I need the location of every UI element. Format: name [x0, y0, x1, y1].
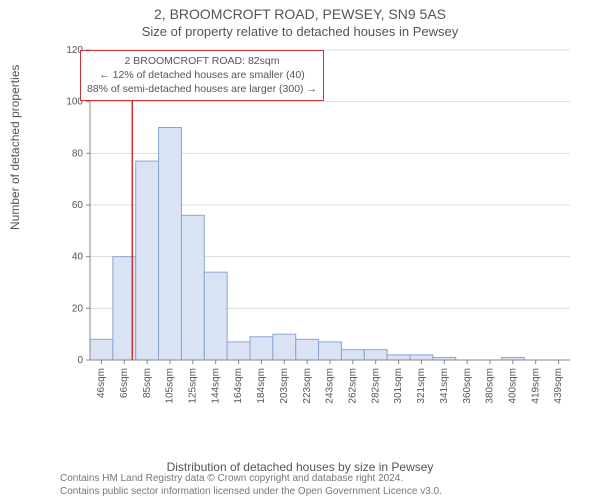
- svg-text:341sqm: 341sqm: [439, 368, 450, 404]
- svg-text:144sqm: 144sqm: [210, 368, 221, 404]
- svg-text:439sqm: 439sqm: [553, 368, 564, 404]
- y-axis-label: Number of detached properties: [8, 65, 22, 230]
- chart-container: 2, BROOMCROFT ROAD, PEWSEY, SN9 5AS Size…: [0, 0, 600, 500]
- annotation-line3: 88% of semi-detached houses are larger (…: [87, 82, 317, 96]
- svg-text:184sqm: 184sqm: [256, 368, 267, 404]
- annotation-line1: 2 BROOMCROFT ROAD: 82sqm: [87, 54, 317, 68]
- svg-text:20: 20: [72, 303, 84, 314]
- svg-text:203sqm: 203sqm: [279, 368, 290, 404]
- svg-text:380sqm: 380sqm: [485, 368, 496, 404]
- page-title: 2, BROOMCROFT ROAD, PEWSEY, SN9 5AS: [0, 0, 600, 22]
- footer: Contains HM Land Registry data © Crown c…: [60, 472, 442, 498]
- svg-text:262sqm: 262sqm: [347, 368, 358, 404]
- svg-text:125sqm: 125sqm: [187, 368, 198, 404]
- chart-area: 02040608010012046sqm66sqm85sqm105sqm125s…: [60, 46, 580, 426]
- svg-text:105sqm: 105sqm: [165, 368, 176, 404]
- histogram-svg: 02040608010012046sqm66sqm85sqm105sqm125s…: [60, 46, 580, 426]
- footer-line1: Contains HM Land Registry data © Crown c…: [60, 472, 442, 485]
- svg-text:66sqm: 66sqm: [119, 368, 130, 398]
- svg-text:301sqm: 301sqm: [393, 368, 404, 404]
- svg-text:321sqm: 321sqm: [416, 368, 427, 404]
- svg-text:46sqm: 46sqm: [96, 368, 107, 398]
- footer-line2: Contains public sector information licen…: [60, 485, 442, 498]
- svg-text:223sqm: 223sqm: [302, 368, 313, 404]
- svg-text:164sqm: 164sqm: [233, 368, 244, 404]
- svg-text:80: 80: [72, 148, 84, 159]
- page-subtitle: Size of property relative to detached ho…: [0, 22, 600, 39]
- svg-text:400sqm: 400sqm: [507, 368, 518, 404]
- annotation-line2: ← 12% of detached houses are smaller (40…: [87, 68, 317, 82]
- svg-text:243sqm: 243sqm: [325, 368, 336, 404]
- annotation-box: 2 BROOMCROFT ROAD: 82sqm ← 12% of detach…: [80, 50, 324, 101]
- svg-text:0: 0: [77, 355, 83, 366]
- svg-text:60: 60: [72, 200, 84, 211]
- svg-text:40: 40: [72, 252, 84, 263]
- svg-text:419sqm: 419sqm: [530, 368, 541, 404]
- svg-text:360sqm: 360sqm: [462, 368, 473, 404]
- svg-text:85sqm: 85sqm: [142, 368, 153, 398]
- svg-text:282sqm: 282sqm: [370, 368, 381, 404]
